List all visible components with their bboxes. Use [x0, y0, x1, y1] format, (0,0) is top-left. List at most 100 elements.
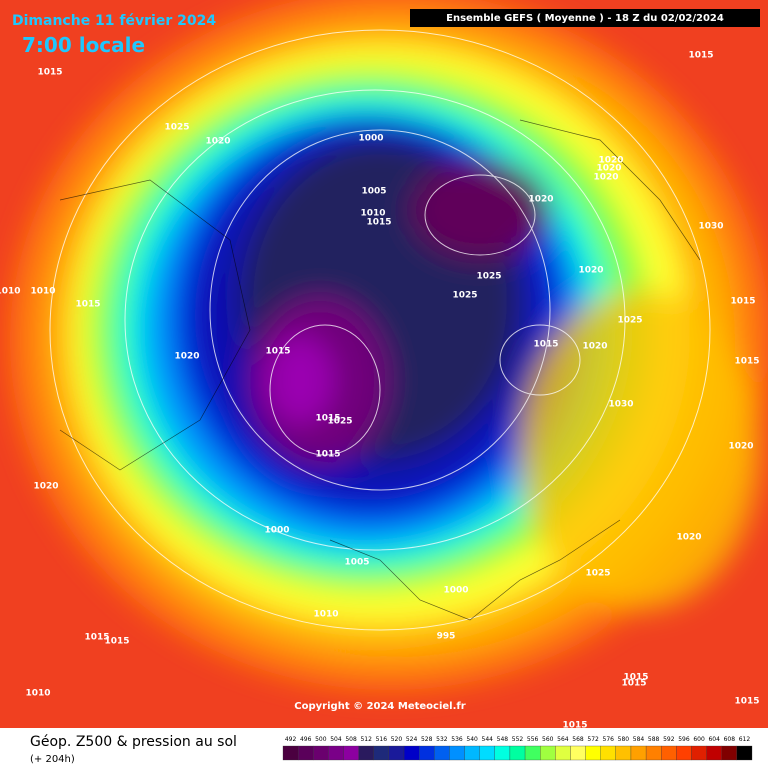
isobar-label: 1010	[313, 610, 338, 620]
color-swatch	[555, 745, 571, 761]
legend-label: 552	[512, 736, 524, 743]
isobar-label: 995	[437, 632, 456, 642]
legend-label: 564	[557, 736, 569, 743]
isobar-label: 1020	[33, 482, 58, 492]
isobar-label: 1010	[360, 209, 385, 219]
isobar-label: 1015	[265, 347, 290, 357]
color-swatch	[373, 745, 390, 761]
isobar-label: 1015	[84, 633, 109, 643]
color-swatch	[343, 745, 359, 761]
color-swatch	[403, 745, 420, 761]
legend-label: 540	[466, 736, 478, 743]
isobar-label: 1025	[327, 417, 352, 427]
color-swatch	[388, 745, 405, 761]
isobar-label: 1015	[315, 450, 340, 460]
isobar-label: 1015	[315, 414, 340, 424]
isobar-label: 1000	[443, 586, 468, 596]
isobar-label: 1020	[593, 173, 618, 183]
isobar-label: 1010	[30, 287, 55, 297]
colorbar: 492 496 500 504 508 512 516 520 524 528 532 536 540 5…	[282, 736, 753, 761]
color-swatch	[600, 745, 616, 761]
date: Dimanche 11 février 2024	[12, 13, 216, 29]
isobar-label: 1015	[734, 697, 759, 707]
legend-label: 568	[572, 736, 584, 743]
isobar-label: 1020	[728, 442, 753, 452]
isobar-label: 1015	[621, 679, 646, 689]
legend-label: 604	[708, 736, 720, 743]
copyright: Copyright © 2024 Meteociel.fr	[294, 701, 465, 712]
color-swatch	[721, 745, 738, 761]
color-swatch	[691, 745, 707, 761]
legend-label: 524	[406, 736, 418, 743]
color-swatch	[630, 745, 647, 761]
color-swatch	[676, 745, 692, 761]
legend-label: 496	[300, 736, 312, 743]
isobar-label: 1020	[582, 342, 607, 352]
color-swatch	[449, 745, 465, 761]
color-swatch	[358, 745, 374, 761]
isobar-label: 1020	[676, 533, 701, 543]
legend-label: 584	[633, 736, 645, 743]
isobar-label: 1015	[734, 357, 759, 367]
legend-label: 560	[542, 736, 554, 743]
legend-label: 576	[603, 736, 615, 743]
legend-label: 504	[330, 736, 342, 743]
legend-label: 508	[345, 736, 357, 743]
color-swatch	[524, 745, 541, 761]
legend-label: 500	[315, 736, 327, 743]
isobar-label: 1015	[623, 673, 648, 683]
isobar-label: 1010	[25, 689, 50, 699]
legend-label: 532	[436, 736, 448, 743]
run-info: Ensemble GEFS ( Moyenne ) - 18 Z du 02/0…	[446, 13, 724, 24]
isobar-label: 1025	[476, 272, 501, 282]
footer-title: Géop. Z500 & pression au sol	[30, 734, 237, 750]
legend-label: 544	[482, 736, 494, 743]
color-swatch	[645, 745, 662, 761]
isobar-label: 1020	[578, 266, 603, 276]
legend-label: 516	[376, 736, 388, 743]
isobar-label: 1025	[585, 569, 610, 579]
isobar-label: 1010	[0, 287, 21, 297]
color-swatch	[540, 745, 556, 761]
isobar-label: 1015	[366, 218, 391, 228]
isobar-label: 1025	[617, 316, 642, 326]
color-swatch	[570, 745, 586, 761]
legend-label: 588	[648, 736, 660, 743]
isobar-label: 1015	[75, 300, 100, 310]
legend-label: 600	[693, 736, 705, 743]
legend-label: 612	[739, 736, 751, 743]
color-swatch	[479, 745, 495, 761]
isobar-label: 1000	[264, 526, 289, 536]
legend-label: 556	[527, 736, 539, 743]
legend-label: 580	[618, 736, 630, 743]
legend-label: 520	[391, 736, 403, 743]
isobar-label: 1030	[608, 400, 633, 410]
legend-label: 512	[360, 736, 372, 743]
color-swatch	[464, 745, 480, 761]
legend-label: 528	[421, 736, 433, 743]
isobar-label: 1015	[533, 340, 558, 350]
legend-label: 536	[451, 736, 463, 743]
lead-time: (+ 204h)	[30, 754, 75, 765]
legend-label: 572	[587, 736, 599, 743]
legend-label: 492	[285, 736, 297, 743]
isobar-label: 1020	[598, 156, 623, 166]
color-swatch	[736, 745, 753, 761]
color-swatch	[328, 745, 344, 761]
isobar-label: 1025	[452, 291, 477, 301]
color-swatch	[297, 745, 314, 761]
isobar-label: 1020	[596, 164, 621, 174]
isobar-label: 1005	[361, 187, 386, 197]
color-swatch	[419, 745, 435, 761]
isobar-label: 1015	[37, 68, 62, 78]
legend-label: 608	[724, 736, 736, 743]
legend-label: 596	[678, 736, 690, 743]
isobar-label: 1015	[562, 721, 587, 731]
color-swatch	[282, 745, 299, 761]
color-swatch	[706, 745, 722, 761]
isobar-label: 1020	[205, 137, 230, 147]
heatmap	[0, 0, 768, 728]
